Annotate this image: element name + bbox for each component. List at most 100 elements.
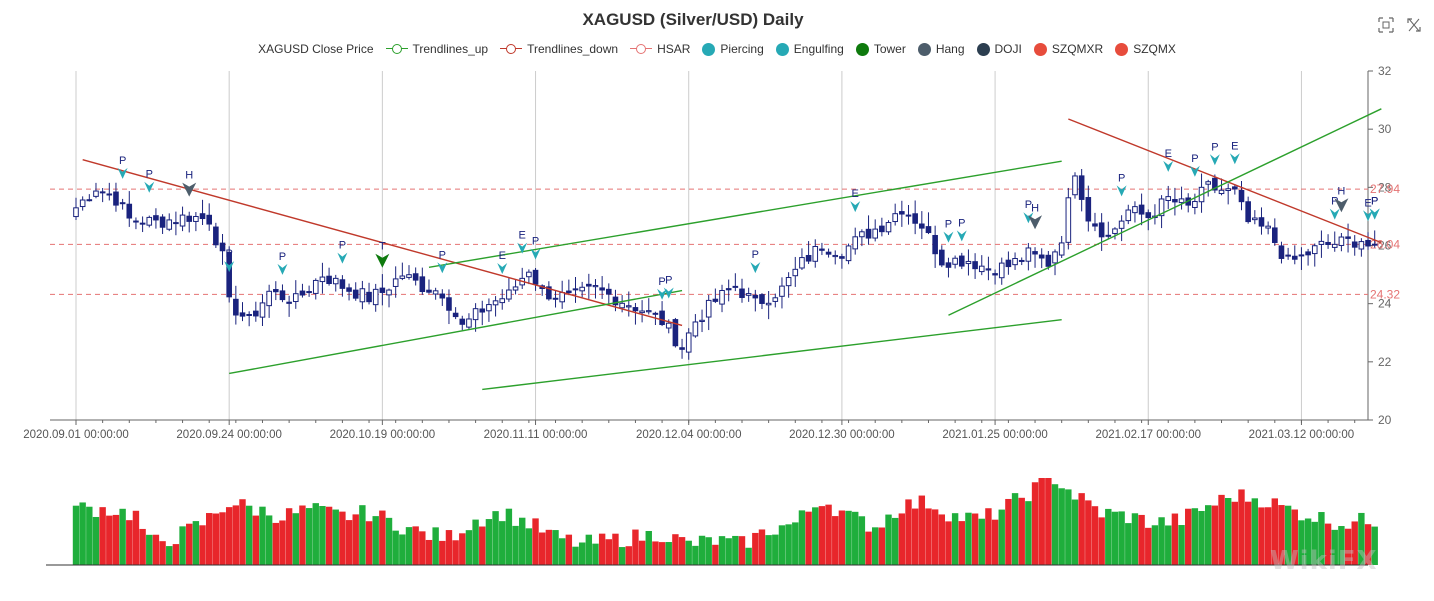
candle-body <box>865 228 872 239</box>
marker-label: P <box>339 240 346 252</box>
candle-body <box>352 289 359 299</box>
pattern-marker-engulfing: E <box>1229 140 1240 165</box>
candle-body <box>832 254 839 258</box>
candle <box>1138 193 1145 226</box>
zoom-icon[interactable] <box>1378 17 1394 33</box>
candle <box>958 252 965 270</box>
volume-bar <box>1131 513 1139 565</box>
legend-item-hsar[interactable]: HSAR <box>630 42 690 56</box>
marker-label: E <box>852 188 859 200</box>
volume-bar <box>265 515 273 565</box>
legend-item-doji[interactable]: DOJI <box>976 42 1022 56</box>
candle <box>1038 248 1045 269</box>
pattern-marker-piercing: P <box>1116 172 1127 197</box>
legend-item-szqmxr[interactable]: SZQMXR <box>1033 42 1103 56</box>
legend-symbol <box>775 42 789 56</box>
volume-bar <box>1258 507 1265 565</box>
restore-icon[interactable] <box>1406 17 1422 33</box>
volume-bar <box>1358 512 1365 565</box>
volume-bar <box>752 532 759 565</box>
marker-pin <box>530 248 541 260</box>
candle-body <box>1038 254 1045 259</box>
volume-bar <box>259 506 266 565</box>
candle <box>1085 185 1092 232</box>
candle-body <box>825 251 832 255</box>
candle <box>905 205 912 225</box>
candle <box>1291 245 1298 265</box>
candle-body <box>326 275 332 284</box>
candle-body <box>978 265 985 273</box>
candle <box>259 294 266 327</box>
candle <box>739 278 745 303</box>
candle-body <box>186 215 193 222</box>
candle <box>805 241 812 265</box>
volume-bar <box>792 522 799 565</box>
candle-body <box>919 223 925 229</box>
candle <box>1025 242 1032 271</box>
candle <box>233 285 239 325</box>
volume-bar <box>738 536 746 565</box>
candle-body <box>1112 228 1118 234</box>
legend-item-szqmx[interactable]: SZQMX <box>1115 42 1176 56</box>
candle <box>446 289 452 325</box>
candle <box>1118 215 1125 242</box>
candle <box>506 277 512 302</box>
volume-bar <box>212 513 220 565</box>
pattern-marker-engulfing: E <box>1363 197 1374 222</box>
candle-body <box>312 279 319 294</box>
legend-item-xagusd-close-price[interactable]: XAGUSD Close Price <box>258 42 373 56</box>
marker-label: P <box>532 236 539 248</box>
candle <box>1078 169 1085 212</box>
candle-body <box>1192 201 1198 208</box>
candle-body <box>945 262 952 268</box>
volume-bar <box>911 508 919 565</box>
volume-bar <box>372 516 379 565</box>
y-tick-label: 22 <box>1378 355 1392 369</box>
candle-body <box>406 274 412 278</box>
candle <box>552 291 559 308</box>
trendline-down <box>82 159 683 327</box>
volume-bar <box>1111 511 1119 565</box>
candle <box>193 212 199 232</box>
candle-body <box>346 287 352 292</box>
candle-body <box>965 260 972 265</box>
volume-bar <box>578 542 586 565</box>
volume-bar <box>1318 512 1325 565</box>
candle-body <box>173 222 179 225</box>
legend-item-trendlines-up[interactable]: Trendlines_up <box>385 42 488 56</box>
volume-bar <box>279 520 286 565</box>
marker-pin <box>1028 215 1043 230</box>
volume-bar <box>938 514 945 565</box>
hsar-label: 27.94 <box>1370 182 1400 196</box>
pattern-marker-piercing: P <box>956 217 967 242</box>
candle-body <box>752 294 759 299</box>
volume-bar <box>245 505 253 565</box>
legend-item-tower[interactable]: Tower <box>855 42 906 56</box>
candle-body <box>705 299 712 318</box>
legend-item-engulfing[interactable]: Engulfing <box>775 42 844 56</box>
candle-body <box>819 248 825 251</box>
candle <box>1285 247 1291 260</box>
volume-bar <box>232 505 240 565</box>
legend-item-hang[interactable]: Hang <box>917 42 965 56</box>
candle-body <box>772 297 779 302</box>
volume-bar <box>1331 529 1338 565</box>
candle-body <box>486 304 492 312</box>
marker-pin <box>1369 208 1380 220</box>
candle-body <box>526 271 532 278</box>
legend-item-trendlines-down[interactable]: Trendlines_down <box>500 42 618 56</box>
marker-label: P <box>1331 196 1338 208</box>
volume-bar <box>352 514 359 565</box>
candle <box>1218 178 1225 196</box>
candle <box>1178 186 1185 210</box>
volume-bar <box>772 534 779 565</box>
legend-item-piercing[interactable]: Piercing <box>702 42 764 56</box>
candle <box>865 215 872 245</box>
candle-body <box>219 242 226 252</box>
volume-bar <box>872 527 879 565</box>
candle <box>306 285 312 297</box>
candle <box>586 273 592 299</box>
candle-body <box>912 213 918 224</box>
volume-bar <box>1058 488 1065 565</box>
volume-bar <box>1065 489 1072 565</box>
